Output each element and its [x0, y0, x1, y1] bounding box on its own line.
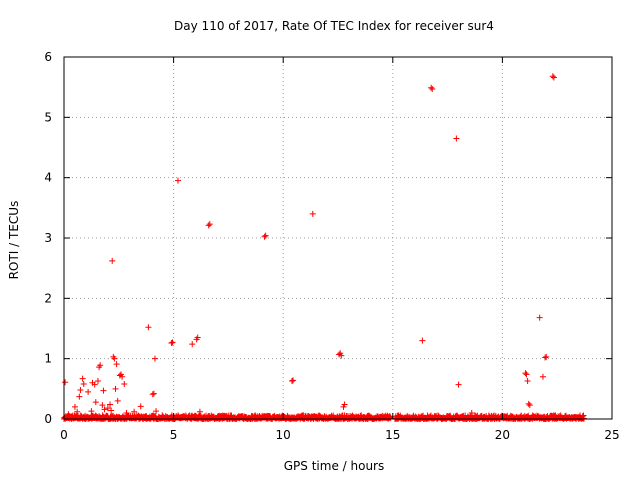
data-point — [79, 375, 86, 382]
data-point — [74, 408, 81, 415]
data-series — [62, 73, 557, 418]
data-point — [338, 352, 345, 359]
data-point — [169, 339, 176, 346]
data-point — [107, 401, 114, 408]
data-point — [549, 73, 556, 80]
data-point — [99, 402, 106, 409]
x-tick-label: 15 — [385, 428, 400, 442]
data-point — [288, 377, 295, 384]
axis-ticks: 0 5 10 15 20 25 0 1 2 3 4 5 6 — [44, 50, 619, 442]
data-point — [524, 377, 531, 384]
data-point — [65, 411, 72, 418]
data-point — [104, 405, 111, 412]
chart-title: Day 110 of 2017, Rate Of TEC Index for r… — [174, 19, 494, 33]
data-point — [309, 210, 316, 217]
data-point — [194, 334, 201, 341]
data-point — [108, 407, 115, 414]
data-point — [455, 381, 462, 388]
data-point — [85, 388, 92, 395]
data-point — [196, 408, 203, 415]
data-point — [71, 403, 78, 410]
data-point — [468, 409, 475, 416]
baseline-band — [61, 412, 587, 422]
y-tick-label: 4 — [44, 171, 52, 185]
data-point — [428, 84, 435, 91]
data-point — [150, 390, 157, 397]
data-point — [526, 402, 533, 409]
data-point — [94, 377, 101, 384]
data-point — [550, 74, 557, 81]
data-point — [262, 232, 269, 239]
data-point — [419, 337, 426, 344]
y-tick-label: 1 — [44, 352, 52, 366]
data-point — [149, 391, 156, 398]
data-point — [189, 341, 196, 348]
data-point — [543, 353, 550, 360]
data-point — [290, 377, 297, 384]
x-tick-label: 0 — [60, 428, 68, 442]
data-point — [123, 409, 130, 416]
y-axis-label: ROTI / TECUs — [7, 201, 21, 280]
data-point — [151, 355, 158, 362]
data-point — [91, 381, 98, 388]
x-tick-label: 20 — [495, 428, 510, 442]
data-point — [453, 135, 460, 142]
data-point — [113, 361, 120, 368]
data-point — [121, 381, 128, 388]
data-point — [174, 177, 181, 184]
data-point — [206, 221, 213, 228]
x-axis-label: GPS time / hours — [284, 459, 385, 473]
plot-frame — [63, 56, 613, 420]
data-point — [119, 373, 126, 380]
data-point — [429, 85, 436, 92]
x-tick-label: 10 — [276, 428, 291, 442]
data-point — [101, 406, 108, 413]
data-point — [100, 387, 107, 394]
data-point — [114, 397, 121, 404]
data-point — [153, 408, 160, 415]
data-point — [77, 387, 84, 394]
x-tick-label: 5 — [170, 428, 178, 442]
grid — [64, 57, 612, 419]
data-point — [536, 314, 543, 321]
y-tick-label: 5 — [44, 110, 52, 124]
data-point — [145, 324, 152, 331]
data-point — [92, 399, 99, 406]
y-tick-label: 3 — [44, 231, 52, 245]
x-tick-label: 25 — [604, 428, 619, 442]
data-point — [112, 385, 119, 392]
data-point — [522, 370, 529, 377]
data-point — [88, 408, 95, 415]
data-point — [525, 400, 532, 407]
data-point — [111, 355, 118, 362]
data-point — [205, 222, 212, 229]
y-tick-label: 6 — [44, 50, 52, 64]
data-point — [80, 381, 87, 388]
data-point — [131, 408, 138, 415]
data-point — [261, 233, 268, 240]
y-tick-label: 2 — [44, 291, 52, 305]
data-point — [542, 354, 549, 361]
data-point — [539, 373, 546, 380]
data-point — [341, 401, 348, 408]
y-tick-label: 0 — [44, 412, 52, 426]
data-point — [109, 257, 116, 264]
data-point — [137, 403, 144, 410]
data-point — [168, 339, 175, 346]
data-point — [62, 379, 69, 386]
data-point — [97, 362, 104, 369]
data-point — [523, 371, 530, 378]
data-point — [76, 393, 83, 400]
